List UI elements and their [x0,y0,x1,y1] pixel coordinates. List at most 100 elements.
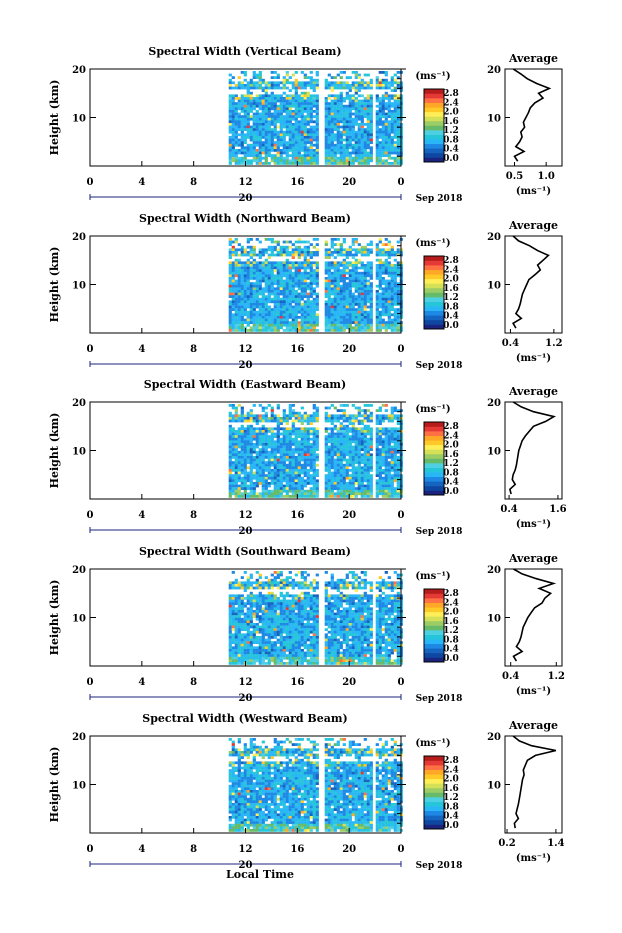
heatmap-cell [379,453,382,456]
heatmap-cell [235,319,238,322]
heatmap-cell [274,110,277,113]
heatmap-cell [292,157,295,160]
heatmap-cell [241,159,244,162]
heatmap-cell [271,261,274,264]
heatmap-cell [391,451,394,454]
heatmap-cell [361,154,364,157]
heatmap-cell [265,412,268,415]
heatmap-cell [280,453,283,456]
heatmap-cell [241,248,244,251]
heatmap-cell [337,74,340,77]
heatmap-cell [295,97,298,100]
heatmap-cell [358,414,361,417]
heatmap-cell [379,131,382,134]
heatmap-cell [325,81,328,84]
heatmap-cell [397,285,400,288]
heatmap-cell [253,118,256,121]
heatmap-cell [298,81,301,84]
heatmap-cell [310,162,313,165]
heatmap-cell [241,427,244,430]
heatmap-cell [355,159,358,162]
heatmap-cell [265,267,268,270]
heatmap-cell [301,451,304,454]
heatmap-cell [388,87,391,90]
heatmap-cell [244,146,247,149]
heatmap-cell [280,456,283,459]
heatmap-cell [256,464,259,467]
heatmap-cell [298,246,301,249]
heatmap-cell [262,157,265,160]
heatmap-cell [331,274,334,277]
heatmap-cell [355,407,358,410]
heatmap-cells [229,404,403,498]
heatmap-cell [349,105,352,108]
heatmap-cell [292,308,295,311]
heatmap-cell [337,157,340,160]
heatmap-cell [334,495,337,498]
heatmap-cell [262,477,265,480]
heatmap-cell [235,133,238,136]
heatmap-cell [292,453,295,456]
heatmap-cell [229,477,232,480]
heatmap-cell [358,159,361,162]
heatmap-cell [331,308,334,311]
heatmap-cell [307,131,310,134]
heatmap-cell [349,298,352,301]
heatmap-cell [382,293,385,296]
heatmap-cell [364,427,367,430]
heatmap-cell [259,248,262,251]
heatmap-cell [334,438,337,441]
heatmap-cell [391,324,394,327]
heatmap-cell [355,157,358,160]
heatmap-cell [241,290,244,293]
heatmap-cell [301,303,304,306]
heatmap-cell [364,404,367,407]
heatmap-cell [259,453,262,456]
heatmap-cell [340,321,343,324]
heatmap-cell [268,154,271,157]
x-tick-label: 8 [190,177,197,188]
heatmap-cell [277,326,280,329]
heatmap-cell [304,472,307,475]
heatmap-cell [394,319,397,322]
heatmap-cell [247,420,250,423]
heatmap-cell [331,120,334,123]
heatmap-cell [349,157,352,160]
heatmap-cell [289,246,292,249]
heatmap-cell [367,87,370,90]
heatmap-cell [352,306,355,309]
heatmap-cell [346,453,349,456]
heatmap-cell [277,490,280,493]
heatmap-cell [265,303,268,306]
heatmap-cell [235,136,238,139]
heatmap-cell [388,300,391,303]
heatmap-cell [346,94,349,97]
heatmap-cell [370,427,373,430]
heatmap-cell [337,466,340,469]
heatmap-cell [331,131,334,134]
heatmap-cell [376,267,379,270]
heatmap-cell [355,267,358,270]
heatmap-cell [313,300,316,303]
heatmap-cell [241,267,244,270]
heatmap-cell [247,466,250,469]
heatmap-cell [268,417,271,420]
heatmap-cell [313,272,316,275]
heatmap-cell [268,461,271,464]
heatmap-cell [325,311,328,314]
heatmap-cell [271,287,274,290]
heatmap-cell [304,76,307,79]
heatmap-cell [286,71,289,74]
heatmap-cell [247,159,250,162]
heatmap-cell [364,420,367,423]
heatmap-cell [388,420,391,423]
heatmap-cell [313,102,316,105]
heatmap-cell [394,311,397,314]
heatmap-cell [376,326,379,329]
heatmap-cell [250,128,253,131]
heatmap-cell [337,451,340,454]
heatmap-cell [352,274,355,277]
heatmap-cell [337,274,340,277]
heatmap-cell [277,448,280,451]
heatmap-cell [358,430,361,433]
